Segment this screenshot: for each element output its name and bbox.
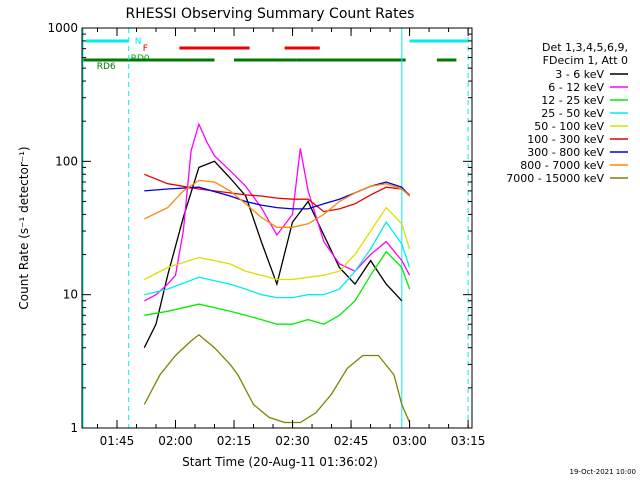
y-tick-label: 1000: [47, 21, 78, 35]
x-tick-label: 01:45: [100, 434, 135, 448]
y-tick-label: 10: [63, 288, 78, 302]
x-tick-label: 02:00: [158, 434, 193, 448]
legend-label-3-6-kev: 3 - 6 keV: [555, 68, 604, 81]
flag-f-label: F: [143, 44, 148, 54]
chart-title: RHESSI Observing Summary Count Rates: [126, 6, 415, 22]
legend-label-50-100-kev: 50 - 100 keV: [534, 120, 604, 133]
series-25-50-kev-line: [144, 220, 411, 299]
series-100-300-kev-line: [144, 173, 410, 213]
legend: Det 1,3,4,5,6,9, FDecim 1, Att 0 3 - 6 k…: [506, 41, 628, 185]
series-12-25-kev-line: [144, 250, 411, 325]
vertical-markers: [82, 28, 469, 428]
legend-label-25-50-kev: 25 - 50 keV: [541, 107, 604, 120]
x-axis-label: Start Time (20-Aug-11 01:36:02): [182, 455, 378, 469]
legend-header-line-2: FDecim 1, Att 0: [543, 54, 628, 67]
observing-flags: NFRD0RD6: [81, 37, 469, 72]
x-axis-ticks: 01:45 02:00 02:15 02:30 02:45 03:00 03:15: [96, 28, 486, 448]
legend-header-line-1: Det 1,3,4,5,6,9,: [542, 41, 628, 54]
legend-label-12-25-kev: 12 - 25 keV: [541, 94, 604, 107]
y-tick-label: 1: [70, 421, 78, 435]
footer-date: 19-Oct-2021 10:00: [570, 468, 636, 476]
series-lines: [143, 122, 411, 424]
series-300-800-kev-line: [144, 181, 411, 210]
x-tick-label: 02:30: [275, 434, 310, 448]
legend-label-300-800-kev: 300 - 800 keV: [527, 146, 604, 159]
series-50-100-kev-line: [144, 206, 411, 281]
series-6-12-kev-line: [143, 122, 411, 302]
legend-label-7000-15000-kev: 7000 - 15000 keV: [506, 172, 604, 185]
x-tick-label: 03:15: [451, 434, 486, 448]
plot-frame: [81, 27, 473, 429]
x-tick-label: 03:00: [392, 434, 427, 448]
legend-label-100-300-kev: 100 - 300 keV: [527, 133, 604, 146]
legend-label-6-12-kev: 6 - 12 keV: [548, 81, 604, 94]
flag-n-label: N: [135, 37, 142, 47]
series-7000-15000-kev-line: [143, 333, 411, 424]
legend-label-800-7000-kev: 800 - 7000 keV: [520, 159, 604, 172]
y-axis-label: Count Rate (s⁻¹ detector⁻¹): [17, 146, 31, 309]
x-tick-label: 02:45: [334, 434, 369, 448]
series-3-6-kev-line: [143, 160, 403, 348]
flag-rd6-label: RD6: [97, 62, 116, 72]
series-800-7000-kev-line: [144, 179, 411, 228]
x-tick-label: 02:15: [217, 434, 252, 448]
y-axis-ticks: 1 10 100 1000: [47, 21, 472, 435]
y-tick-label: 100: [55, 154, 78, 168]
